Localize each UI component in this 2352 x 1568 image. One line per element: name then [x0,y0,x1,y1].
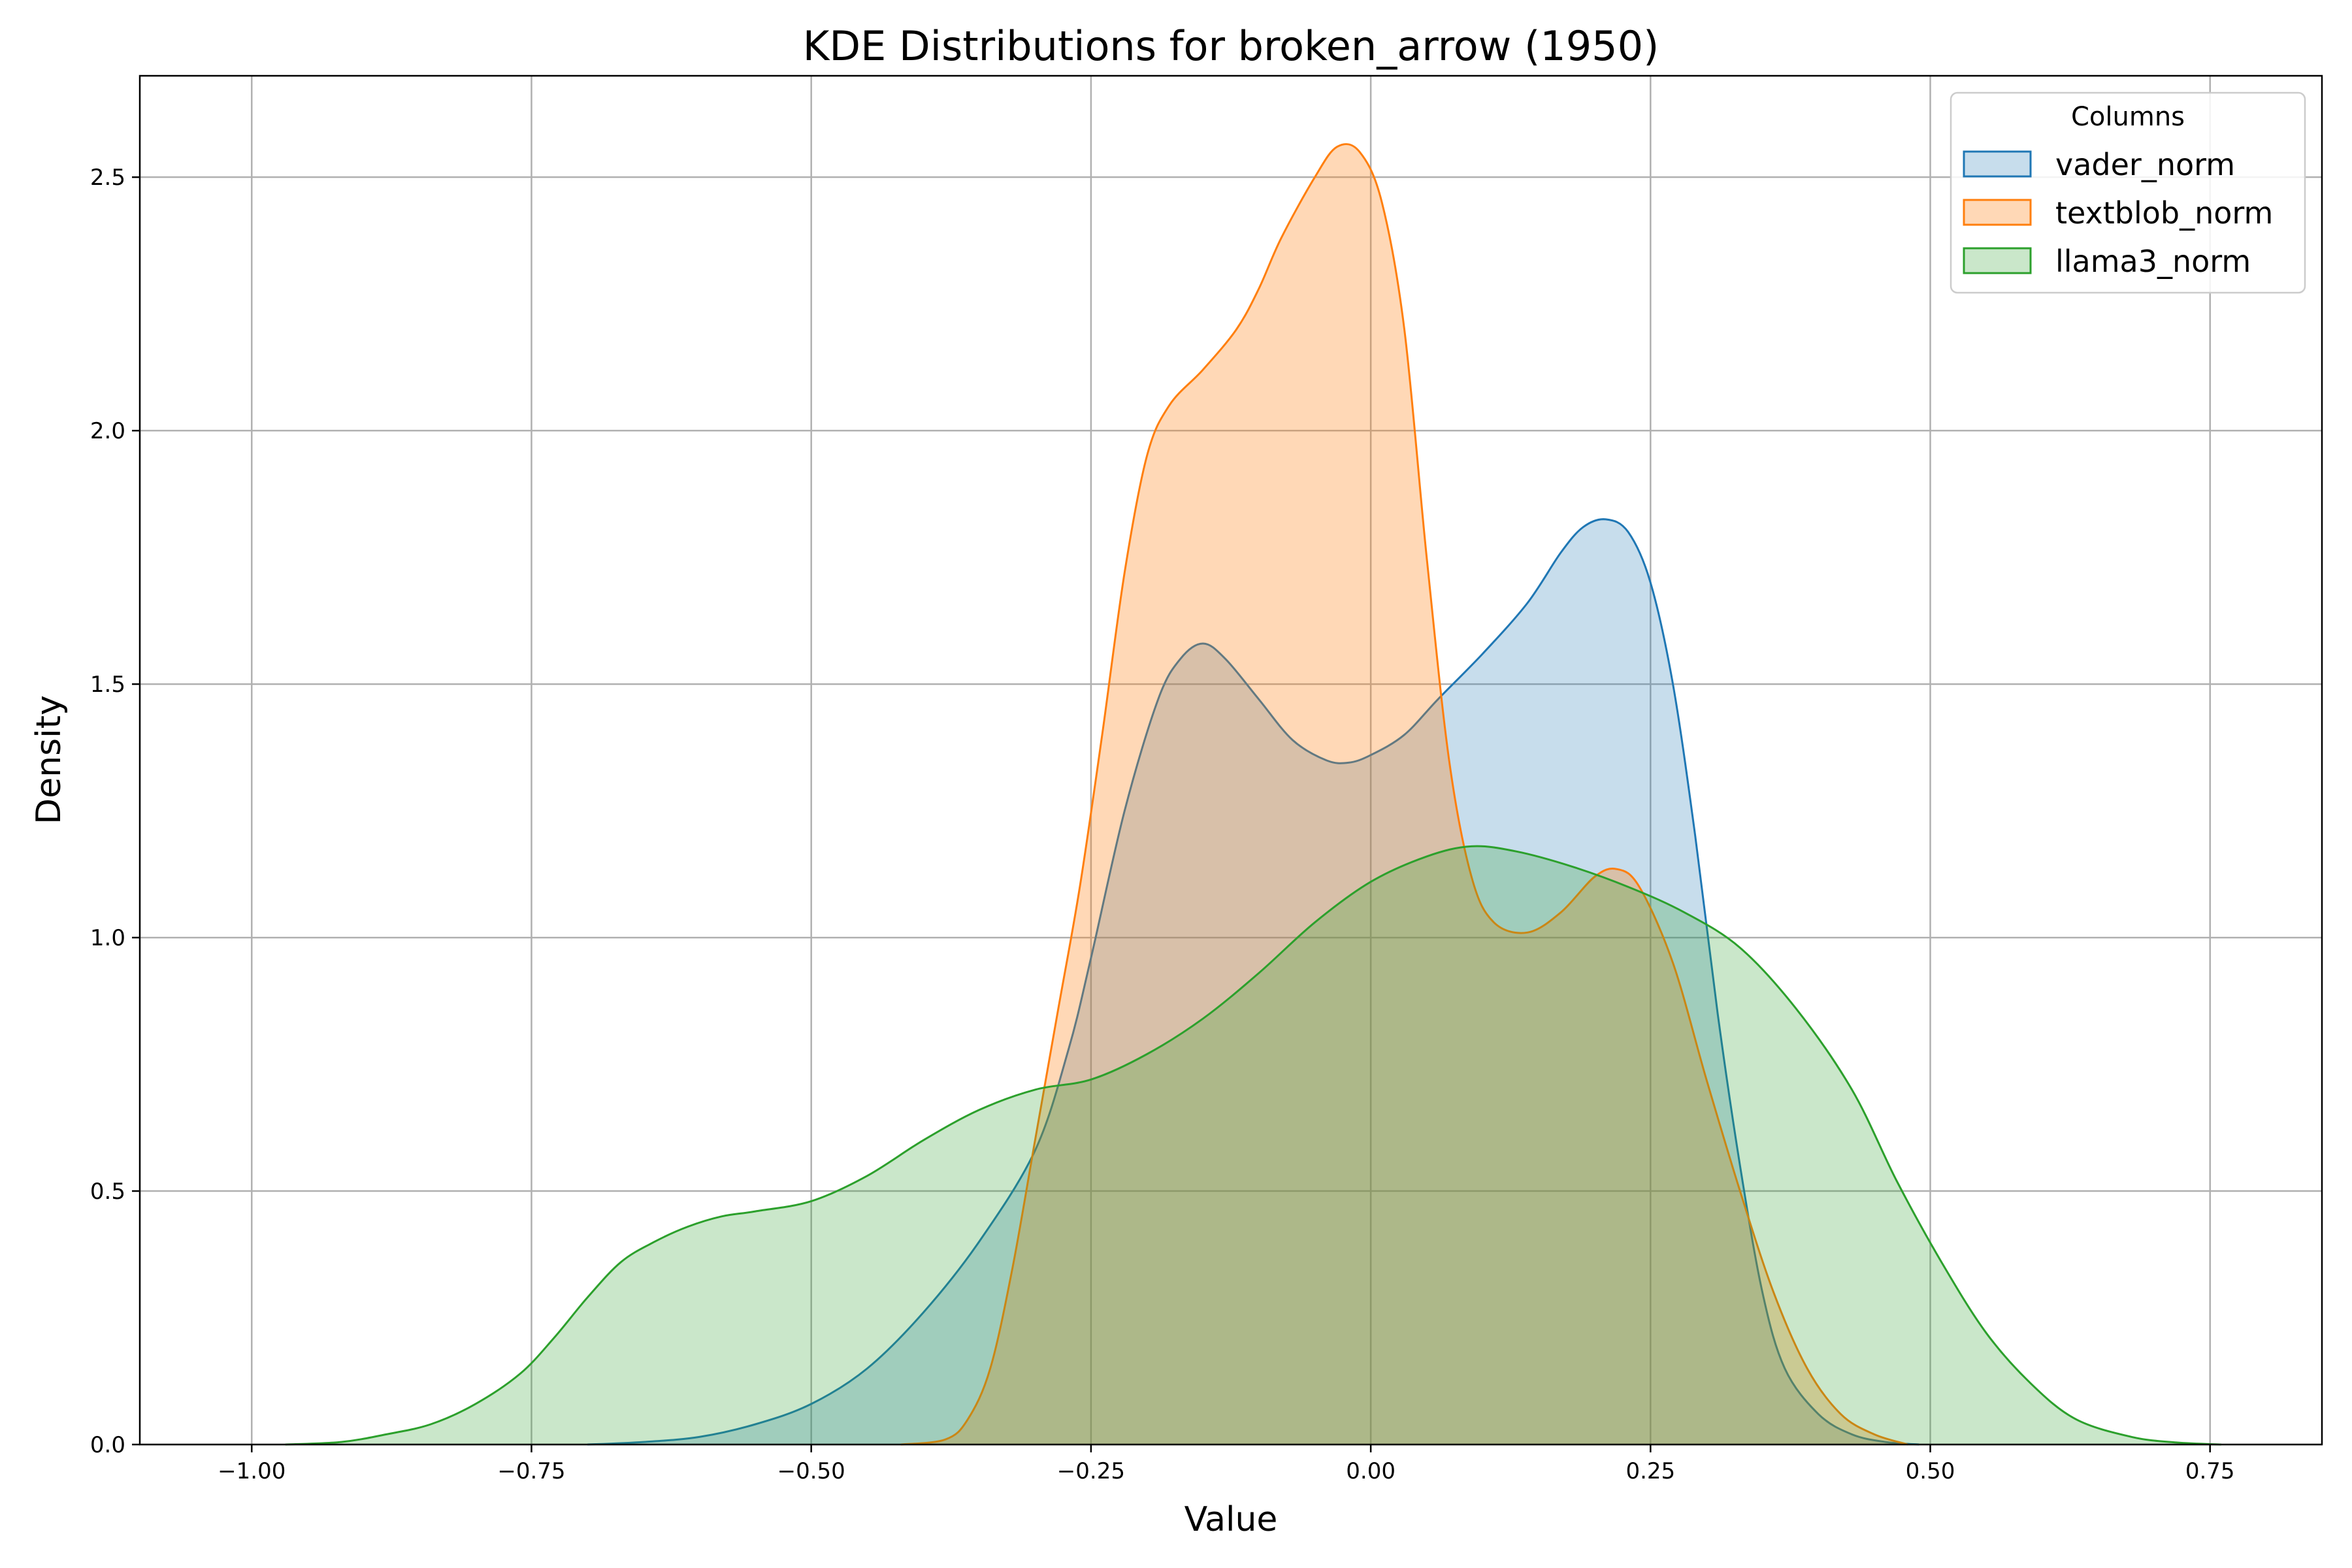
legend-box [1950,91,2306,294]
plot-frame [139,74,2323,1446]
legend-label-textblob_norm: textblob_norm [2055,195,2273,231]
y-tick-label: 0.0 [90,1432,125,1458]
series-area-textblob_norm [900,144,1908,1445]
legend-entries: vader_norm textblob_norm llama3_norm [1963,147,2273,279]
x-tick-label: −0.50 [777,1458,845,1484]
y-tick-label: 2.0 [90,418,125,444]
x-tick-label: −0.25 [1057,1458,1125,1484]
series-line-llama3_norm [285,845,2221,1446]
y-tick-label: 0.5 [90,1179,125,1205]
legend-label-vader_norm: vader_norm [2055,147,2235,182]
y-tick-label: 1.5 [90,672,125,698]
legend: Columns vader_norm textblob_norm llama3_no… [1950,91,2306,294]
y-axis-label: Density [29,695,69,825]
x-tick-label: 0.00 [1346,1458,1396,1484]
legend-title: Columns [2071,102,2185,132]
x-axis-label: Value [1184,1500,1278,1539]
y-tick-label: 2.5 [90,165,125,191]
series-area-vader_norm [587,519,1919,1445]
series-layer [285,143,2221,1446]
x-tick-label: 0.25 [1625,1458,1675,1484]
legend-swatch-vader_norm [1963,150,2032,178]
x-tick-label: 0.75 [2185,1458,2235,1484]
chart-title: KDE Distributions for broken_arrow (1950… [803,22,1659,70]
x-tick-label: −0.75 [497,1458,565,1484]
tick-layer: −1.00 −0.75 −0.50 −0.25 0.00 0.25 0.50 0.75 0.0 0… [90,165,2235,1484]
legend-label-llama3_norm: llama3_norm [2055,244,2251,279]
x-tick-label: −1.00 [218,1458,286,1484]
x-tick-label: 0.50 [1906,1458,1955,1484]
series-area-llama3_norm [285,846,2221,1445]
series-line-vader_norm [587,518,1919,1446]
legend-swatch-textblob_norm [1963,199,2032,226]
legend-swatch-llama3_norm [1963,247,2032,274]
series-line-textblob_norm [900,143,1908,1446]
y-tick-label: 1.0 [90,925,125,951]
